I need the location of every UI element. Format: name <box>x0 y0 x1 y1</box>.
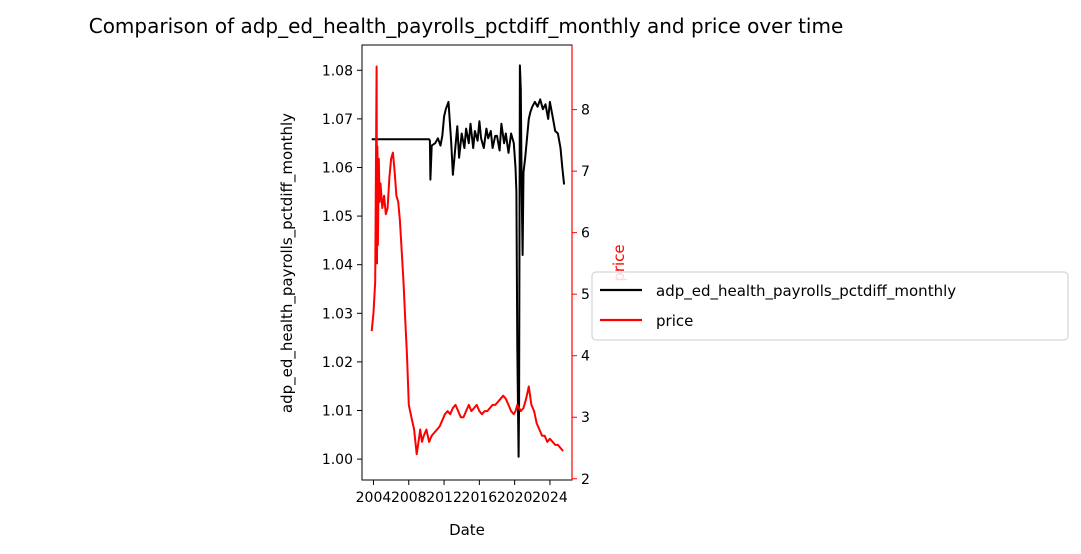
series-line-0 <box>371 64 566 458</box>
x-tick-label: 2012 <box>426 490 462 506</box>
x-tick-label: 2024 <box>532 490 568 506</box>
y-left-tick-label: 1.03 <box>322 306 353 322</box>
x-axis: 2004 2008 2012 2016 2020 2024 <box>356 480 568 506</box>
legend: adp_ed_health_payrolls_pctdiff_monthly p… <box>591 271 1069 341</box>
y-axis-right: 2 3 4 5 6 7 8 <box>571 45 590 488</box>
y-left-tick-label: 1.06 <box>322 160 353 176</box>
legend-box <box>591 271 1069 341</box>
y-axis-left: 1.00 1.01 1.02 1.03 1.04 1.05 1.06 1.07 1.08 <box>322 63 362 468</box>
series-layer <box>370 64 566 458</box>
x-tick-label: 2008 <box>391 490 427 506</box>
x-tick-label: 2004 <box>356 490 392 506</box>
y-axis-left-label: adp_ed_health_payrolls_pctdiff_monthly <box>278 113 297 413</box>
y-right-tick-label: 2 <box>581 472 590 488</box>
y-right-tick-label: 4 <box>581 349 590 365</box>
plot-area <box>361 44 573 481</box>
x-axis-label: Date <box>449 521 485 539</box>
y-left-tick-label: 1.01 <box>322 403 353 419</box>
legend-entry: price <box>656 312 693 330</box>
x-tick-label: 2020 <box>497 490 533 506</box>
y-left-tick-label: 1.02 <box>322 355 353 371</box>
series-line-1 <box>370 65 564 456</box>
y-left-tick-label: 1.04 <box>322 258 353 274</box>
legend-entry: adp_ed_health_payrolls_pctdiff_monthly <box>656 282 956 301</box>
plot-frame <box>361 44 573 481</box>
y-left-tick-label: 1.05 <box>322 209 353 225</box>
y-left-tick-label: 1.07 <box>322 112 353 128</box>
y-right-tick-label: 3 <box>581 410 590 426</box>
y-left-tick-label: 1.00 <box>322 452 353 468</box>
y-right-tick-label: 6 <box>581 226 590 242</box>
y-left-tick-label: 1.08 <box>322 63 353 79</box>
y-right-tick-label: 7 <box>581 164 590 180</box>
x-tick-label: 2016 <box>462 490 498 506</box>
y-right-tick-label: 5 <box>581 287 590 303</box>
chart-title: Comparison of adp_ed_health_payrolls_pct… <box>89 14 844 38</box>
y-right-tick-label: 8 <box>581 103 590 119</box>
